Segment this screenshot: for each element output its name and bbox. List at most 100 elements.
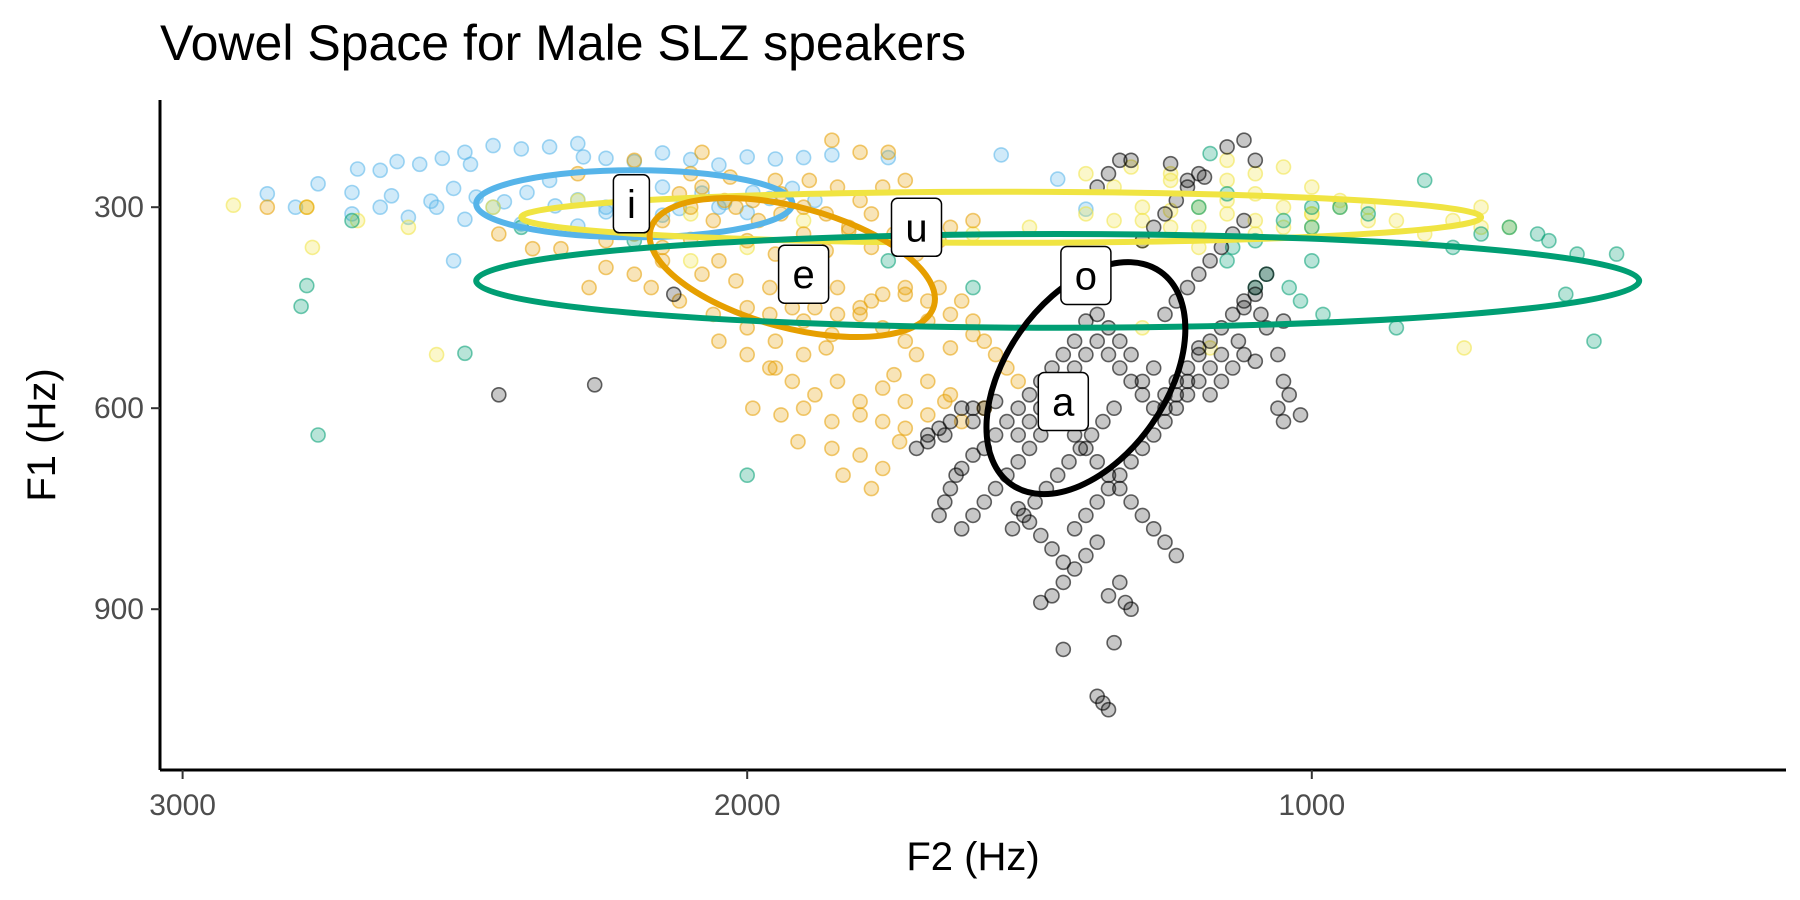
x-tick-label-3000: 3000 (149, 789, 216, 822)
x-tick-label-1000: 1000 (1278, 789, 1345, 822)
data-point-u-0 (225, 197, 242, 213)
data-point-a-32 (1123, 346, 1139, 363)
data-point-e-109 (886, 366, 902, 383)
data-point-e-102 (987, 346, 1004, 363)
data-point-a-42 (1010, 400, 1027, 417)
data-point-a-143 (1089, 333, 1105, 350)
data-point-e-81 (874, 460, 891, 477)
data-point-a-8 (1219, 139, 1235, 155)
data-point-a-110 (1179, 279, 1196, 296)
ellipse-a (983, 259, 1189, 498)
data-point-a-82 (1055, 641, 1072, 658)
data-point-a-115 (1236, 212, 1252, 229)
data-point-a-105 (1213, 373, 1230, 390)
data-point-e-70 (744, 400, 761, 417)
data-point-a-9 (1236, 132, 1252, 148)
data-point-i-10 (569, 135, 586, 152)
data-point-e-80 (852, 447, 868, 463)
data-point-o-7 (1202, 145, 1218, 162)
data-point-o-36 (965, 279, 981, 296)
data-point-a-157 (1247, 279, 1264, 296)
data-point-a-121 (1191, 165, 1207, 182)
data-point-e-120 (598, 259, 614, 276)
data-point-o-29 (1219, 252, 1235, 269)
label-a: a (1052, 381, 1075, 425)
data-point-a-137 (1021, 413, 1038, 430)
data-point-e-28 (965, 212, 981, 229)
data-point-a-25 (1202, 360, 1218, 376)
data-point-i-7 (485, 137, 501, 154)
data-point-i-19 (795, 149, 812, 166)
data-point-a-166 (1015, 507, 1032, 524)
data-point-e-4 (626, 152, 643, 169)
data-point-a-100 (1157, 413, 1173, 430)
data-point-e-72 (795, 400, 812, 417)
data-point-o-30 (1191, 199, 1207, 215)
data-point-a-57 (1010, 453, 1027, 470)
data-point-i-29 (445, 180, 462, 197)
data-point-i-58 (372, 199, 389, 215)
data-point-i-8 (513, 141, 530, 157)
data-point-e-119 (897, 172, 914, 189)
data-point-u-9 (795, 212, 812, 229)
data-point-a-102 (1179, 386, 1196, 403)
data-point-a-67 (1123, 494, 1139, 510)
data-point-a-76 (1044, 587, 1060, 604)
data-point-a-43 (999, 413, 1015, 430)
data-point-e-61 (761, 360, 778, 376)
data-point-a-22 (1247, 353, 1264, 370)
data-point-e-56 (829, 279, 846, 296)
data-point-o-0 (298, 277, 315, 294)
data-point-o-3 (344, 212, 360, 229)
label-box-a (1037, 371, 1090, 432)
data-point-a-142 (1078, 346, 1094, 363)
data-point-u-19 (1275, 199, 1292, 215)
data-point-a-153 (1202, 333, 1218, 350)
label-box-i (612, 174, 651, 234)
data-point-e-94 (829, 306, 846, 323)
y-tick-label-600: 600 (94, 392, 144, 425)
data-point-a-53 (965, 507, 981, 524)
data-point-e-104 (1010, 373, 1027, 390)
data-point-o-25 (1586, 333, 1602, 350)
label-u: u (905, 206, 927, 250)
data-point-o-15 (1304, 219, 1320, 236)
data-point-a-74 (1066, 561, 1083, 577)
data-point-a-136 (1010, 427, 1027, 443)
data-point-e-39 (643, 279, 660, 296)
data-point-u-44 (1219, 206, 1235, 222)
data-point-e-38 (863, 206, 880, 222)
data-point-o-34 (1388, 319, 1405, 336)
data-point-a-75 (1055, 574, 1072, 591)
data-point-a-167 (1004, 520, 1021, 537)
data-point-a-54 (976, 494, 993, 510)
data-point-a-68 (1134, 507, 1151, 524)
data-point-e-52 (694, 266, 710, 283)
data-point-o-14 (1281, 279, 1297, 296)
data-point-a-18 (1270, 400, 1286, 417)
data-point-a-145 (1112, 360, 1128, 376)
data-point-a-162 (1061, 453, 1077, 470)
data-point-a-55 (987, 480, 1004, 497)
data-point-a-64 (1089, 453, 1105, 470)
data-point-a-49 (942, 480, 959, 497)
label-box-u (890, 197, 943, 258)
data-point-e-108 (908, 346, 925, 363)
data-point-a-146 (1123, 373, 1139, 390)
data-point-a-23 (1230, 333, 1247, 350)
data-point-i-0 (349, 161, 366, 177)
data-point-a-21 (1253, 306, 1269, 323)
data-point-a-52 (953, 520, 970, 537)
x-ticks: 3000 2000 1000 (149, 770, 1345, 822)
data-point-u-38 (1078, 165, 1094, 182)
y-axis-title: F1 (Hz) (20, 368, 64, 501)
ellipses-layer (473, 167, 1643, 498)
data-point-a-33 (1112, 333, 1128, 350)
data-point-a-133 (942, 413, 959, 430)
data-point-e-54 (761, 279, 778, 296)
data-point-e-57 (863, 293, 880, 309)
data-point-e-60 (953, 293, 970, 309)
data-point-u-49 (1134, 199, 1151, 215)
y-ticks: 300 600 900 (94, 191, 160, 626)
data-point-e-88 (795, 346, 812, 363)
